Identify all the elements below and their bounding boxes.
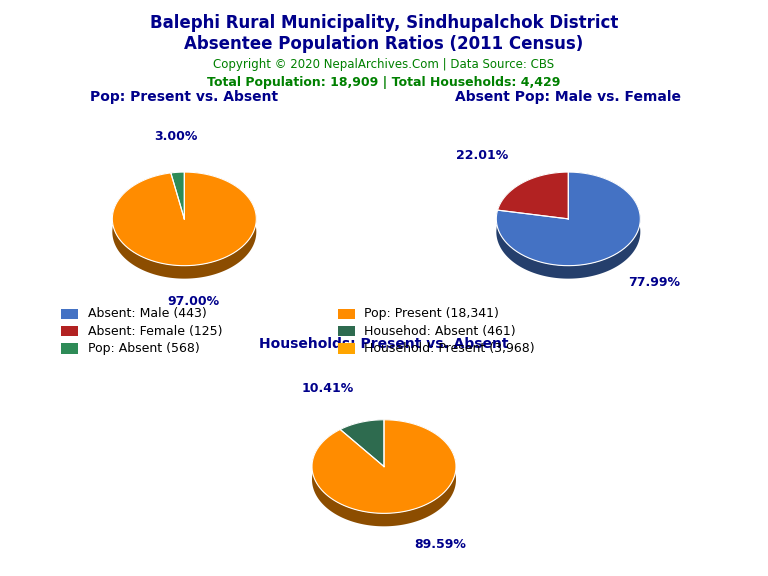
Polygon shape [496,172,641,266]
Title: Pop: Present vs. Absent: Pop: Present vs. Absent [91,90,278,104]
Text: 77.99%: 77.99% [628,276,680,289]
Polygon shape [340,430,384,479]
Text: Pop: Present (18,341): Pop: Present (18,341) [364,308,499,320]
Text: Absentee Population Ratios (2011 Census): Absentee Population Ratios (2011 Census) [184,35,584,52]
Polygon shape [312,420,456,513]
Text: 3.00%: 3.00% [154,130,197,143]
Text: 97.00%: 97.00% [167,295,219,308]
Text: 10.41%: 10.41% [302,382,354,395]
Polygon shape [312,420,456,526]
Title: Absent Pop: Male vs. Female: Absent Pop: Male vs. Female [455,90,681,104]
Polygon shape [170,173,184,232]
Polygon shape [340,430,384,479]
Polygon shape [498,172,568,219]
Polygon shape [112,172,257,266]
Polygon shape [170,172,184,219]
Title: Households: Present vs. Absent: Households: Present vs. Absent [260,338,508,351]
Polygon shape [498,210,568,232]
Polygon shape [170,173,184,232]
Polygon shape [340,420,384,467]
Text: Househod: Absent (461): Househod: Absent (461) [364,325,515,338]
Text: Absent: Female (125): Absent: Female (125) [88,325,222,338]
Polygon shape [340,420,384,442]
Text: Absent: Male (443): Absent: Male (443) [88,308,207,320]
Polygon shape [170,172,184,186]
Text: 22.01%: 22.01% [456,149,508,162]
Text: Pop: Absent (568): Pop: Absent (568) [88,342,200,355]
Polygon shape [112,172,257,279]
Text: Total Population: 18,909 | Total Households: 4,429: Total Population: 18,909 | Total Househo… [207,76,561,89]
Text: 89.59%: 89.59% [414,539,466,551]
Text: Copyright © 2020 NepalArchives.Com | Data Source: CBS: Copyright © 2020 NepalArchives.Com | Dat… [214,58,554,71]
Text: Balephi Rural Municipality, Sindhupalchok District: Balephi Rural Municipality, Sindhupalcho… [150,14,618,32]
Polygon shape [498,172,568,223]
Polygon shape [496,172,641,279]
Polygon shape [498,210,568,232]
Text: Household: Present (3,968): Household: Present (3,968) [364,342,535,355]
